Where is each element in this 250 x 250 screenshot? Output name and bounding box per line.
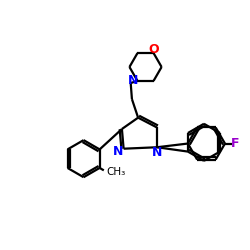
Text: CH₃: CH₃ <box>107 166 126 176</box>
Text: F: F <box>230 137 239 150</box>
Text: O: O <box>149 43 159 56</box>
Text: N: N <box>113 145 124 158</box>
Text: N: N <box>152 146 163 159</box>
Text: N: N <box>128 74 138 87</box>
